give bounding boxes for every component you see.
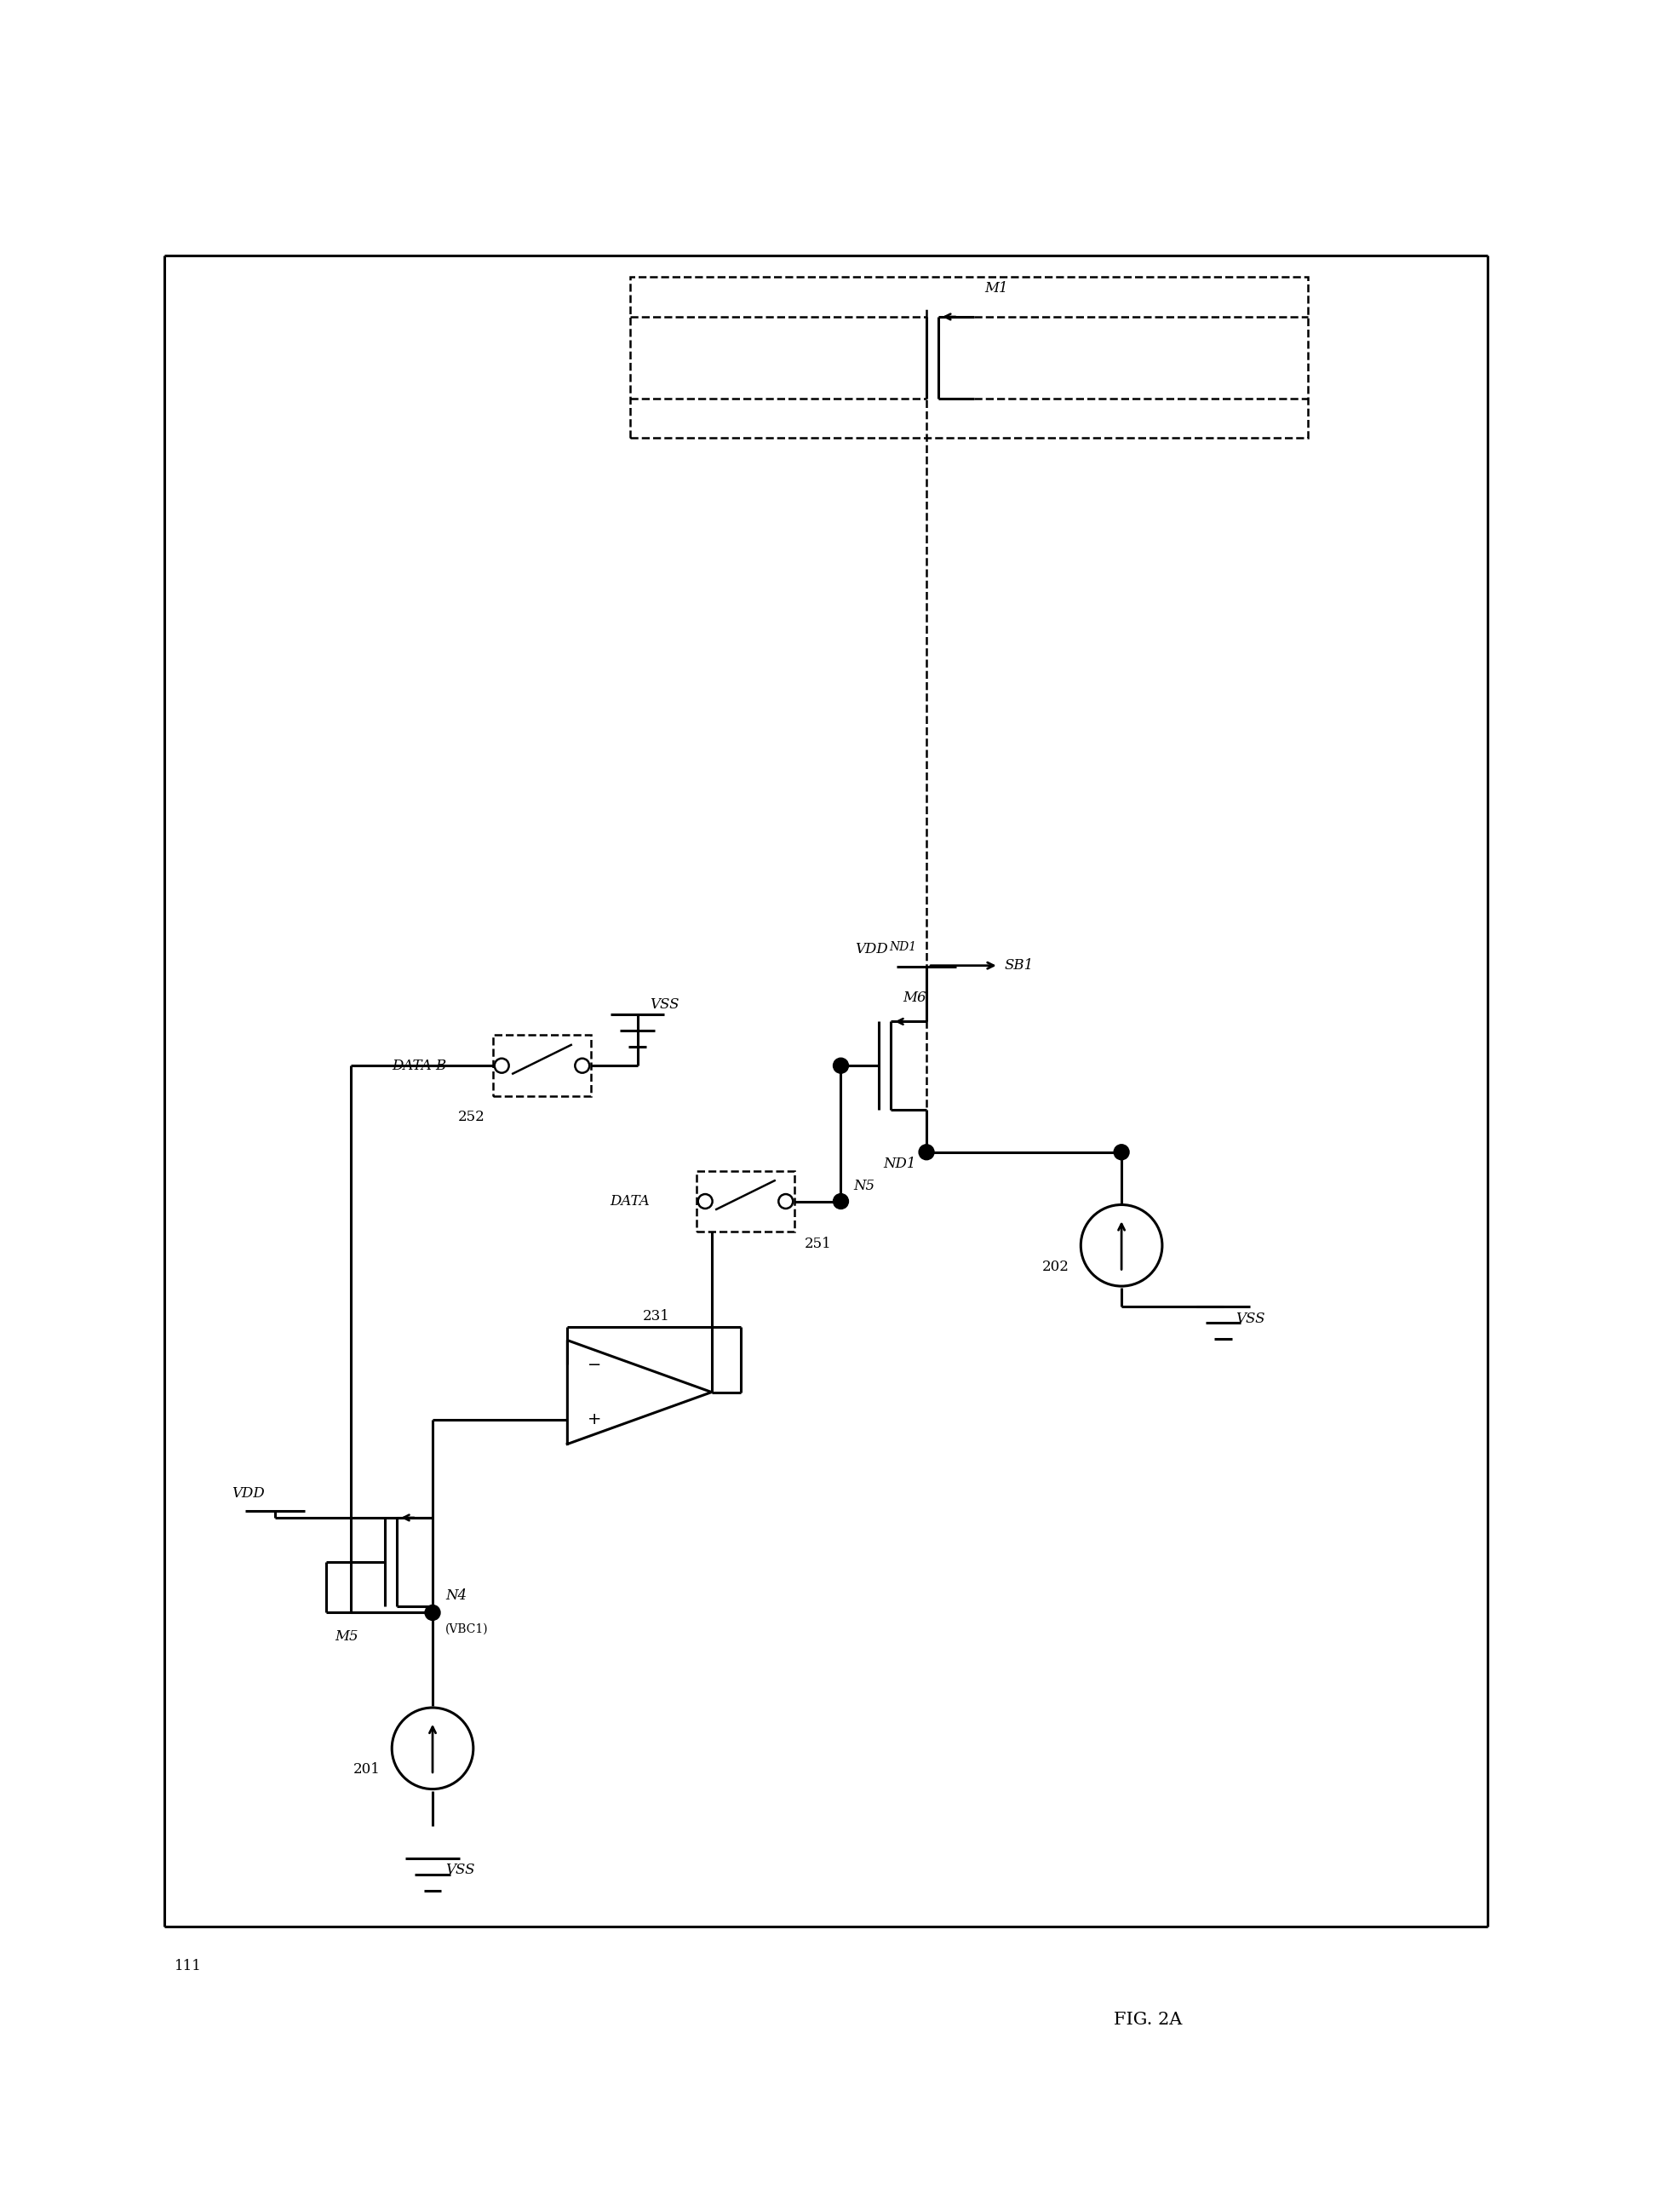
Text: 202: 202	[1042, 1260, 1068, 1274]
Text: (VBC1): (VBC1)	[445, 1623, 489, 1634]
FancyBboxPatch shape	[494, 1035, 591, 1097]
Circle shape	[575, 1059, 590, 1072]
Text: VSS: VSS	[1236, 1311, 1265, 1327]
Text: VDD: VDD	[855, 942, 889, 955]
Circle shape	[494, 1059, 509, 1072]
Text: DATA: DATA	[610, 1194, 650, 1209]
Text: ND1: ND1	[884, 1156, 916, 1172]
FancyBboxPatch shape	[697, 1172, 795, 1232]
Circle shape	[1114, 1145, 1129, 1161]
Text: N5: N5	[853, 1178, 875, 1194]
Text: 201: 201	[353, 1762, 380, 1778]
Text: 252: 252	[457, 1110, 486, 1123]
Circle shape	[425, 1605, 440, 1621]
FancyBboxPatch shape	[630, 276, 1309, 438]
Text: M6: M6	[902, 991, 926, 1004]
Text: +: +	[588, 1411, 601, 1428]
Text: VDD: VDD	[232, 1486, 265, 1501]
Text: SB1: SB1	[1005, 957, 1033, 973]
Circle shape	[833, 1194, 848, 1209]
Text: VSS: VSS	[445, 1864, 475, 1877]
Text: 111: 111	[175, 1959, 202, 1972]
Text: 231: 231	[643, 1309, 670, 1324]
Text: M5: M5	[336, 1630, 360, 1645]
Circle shape	[919, 1145, 934, 1161]
Circle shape	[697, 1194, 712, 1209]
Circle shape	[833, 1059, 848, 1072]
Text: ND1: ND1	[889, 942, 916, 953]
Text: DATA B: DATA B	[391, 1059, 447, 1072]
Circle shape	[778, 1194, 793, 1209]
Text: FIG. 2A: FIG. 2A	[1114, 2012, 1183, 2027]
Text: N4: N4	[445, 1587, 467, 1603]
Text: −: −	[588, 1358, 601, 1373]
Text: VSS: VSS	[650, 997, 679, 1013]
Text: 251: 251	[805, 1236, 832, 1251]
Text: M1: M1	[984, 281, 1008, 296]
